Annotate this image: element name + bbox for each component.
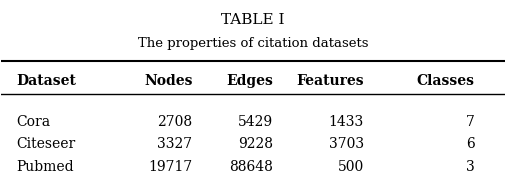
Text: 3: 3 xyxy=(465,160,474,174)
Text: Dataset: Dataset xyxy=(17,74,76,88)
Text: Pubmed: Pubmed xyxy=(17,160,74,174)
Text: 1433: 1433 xyxy=(328,115,363,129)
Text: Classes: Classes xyxy=(416,74,474,88)
Text: Nodes: Nodes xyxy=(144,74,192,88)
Text: 2708: 2708 xyxy=(157,115,192,129)
Text: Citeseer: Citeseer xyxy=(17,137,76,151)
Text: The properties of citation datasets: The properties of citation datasets xyxy=(137,37,368,50)
Text: Edges: Edges xyxy=(226,74,273,88)
Text: 5429: 5429 xyxy=(237,115,273,129)
Text: 500: 500 xyxy=(337,160,363,174)
Text: 9228: 9228 xyxy=(238,137,273,151)
Text: 6: 6 xyxy=(465,137,474,151)
Text: TABLE I: TABLE I xyxy=(221,13,284,27)
Text: 7: 7 xyxy=(465,115,474,129)
Text: 88648: 88648 xyxy=(229,160,273,174)
Text: Features: Features xyxy=(295,74,363,88)
Text: 19717: 19717 xyxy=(148,160,192,174)
Text: 3327: 3327 xyxy=(157,137,192,151)
Text: 3703: 3703 xyxy=(328,137,363,151)
Text: Cora: Cora xyxy=(17,115,50,129)
